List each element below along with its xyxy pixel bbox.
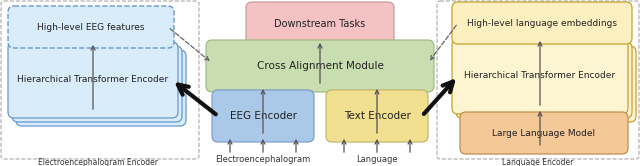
Text: Electroencephalogram Encoder: Electroencephalogram Encoder xyxy=(38,158,158,166)
FancyBboxPatch shape xyxy=(8,6,174,48)
Text: Language Encoder: Language Encoder xyxy=(502,158,573,166)
Text: Electroencephalogram: Electroencephalogram xyxy=(216,155,310,164)
Text: Downstream Tasks: Downstream Tasks xyxy=(275,19,365,29)
FancyBboxPatch shape xyxy=(246,2,394,46)
Text: Language: Language xyxy=(356,155,398,164)
FancyBboxPatch shape xyxy=(16,50,186,126)
FancyBboxPatch shape xyxy=(460,112,628,154)
Text: High-level language embeddings: High-level language embeddings xyxy=(467,18,617,28)
FancyBboxPatch shape xyxy=(456,42,632,118)
Text: EEG Encoder: EEG Encoder xyxy=(230,111,296,121)
Text: Text Encoder: Text Encoder xyxy=(344,111,410,121)
FancyBboxPatch shape xyxy=(326,90,428,142)
FancyBboxPatch shape xyxy=(212,90,314,142)
FancyBboxPatch shape xyxy=(452,2,632,44)
Text: Large Language Model: Large Language Model xyxy=(492,128,596,137)
FancyBboxPatch shape xyxy=(8,42,178,118)
FancyBboxPatch shape xyxy=(12,46,182,122)
FancyBboxPatch shape xyxy=(452,38,628,114)
Text: High-level EEG features: High-level EEG features xyxy=(37,23,145,32)
Text: Hierarchical Transformer Encoder: Hierarchical Transformer Encoder xyxy=(465,72,616,81)
FancyBboxPatch shape xyxy=(206,40,434,92)
Text: Cross Alignment Module: Cross Alignment Module xyxy=(257,61,383,71)
FancyBboxPatch shape xyxy=(460,46,636,122)
Text: Hierarchical Transformer Encoder: Hierarchical Transformer Encoder xyxy=(17,76,168,84)
